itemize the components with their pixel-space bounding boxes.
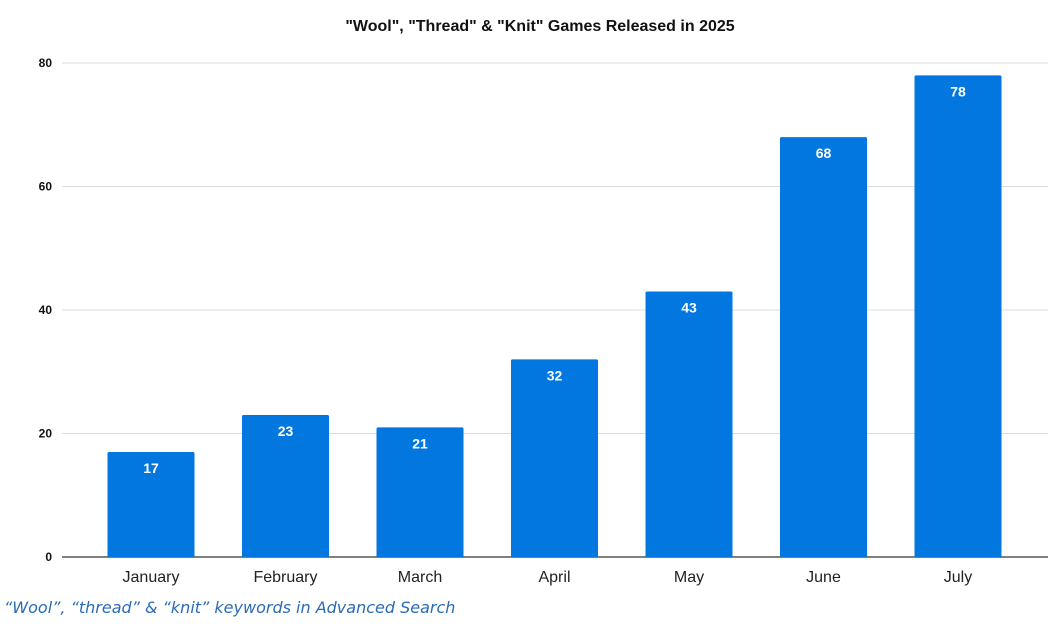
bar-value-label: 68	[816, 145, 832, 161]
chart-caption: “Wool”, “thread” & “knit” keywords in Ad…	[4, 598, 456, 617]
bar-value-label: 78	[950, 83, 966, 99]
x-tick-label: March	[398, 569, 442, 586]
y-tick-label: 40	[39, 303, 53, 317]
bar-value-label: 32	[547, 367, 563, 383]
bar-value-label: 17	[143, 460, 159, 476]
x-axis-ticks: January February March April May June July	[123, 569, 973, 586]
bar	[242, 414, 329, 557]
bar	[780, 137, 867, 557]
y-axis-ticks: 0 20 40 60 80	[39, 56, 53, 564]
y-tick-label: 20	[39, 427, 53, 441]
bar-value-label: 21	[412, 435, 428, 451]
chart-title: "Wool", "Thread" & "Knit" Games Released…	[345, 18, 734, 35]
bar-value-label: 43	[681, 299, 697, 315]
x-tick-label: January	[123, 569, 180, 586]
bar-chart: "Wool", "Thread" & "Knit" Games Released…	[39, 18, 1048, 586]
x-tick-label: June	[806, 569, 841, 586]
y-tick-label: 60	[39, 180, 53, 194]
data-labels: 17 23 21 32 43 68 78	[143, 83, 966, 476]
bars	[107, 75, 1002, 557]
bar	[376, 427, 464, 557]
x-tick-label: July	[944, 569, 972, 586]
x-tick-label: April	[538, 569, 570, 586]
bar	[914, 75, 1002, 557]
y-tick-label: 0	[45, 550, 52, 564]
bar	[107, 452, 195, 557]
bar	[511, 359, 598, 557]
y-tick-label: 80	[39, 56, 53, 70]
x-tick-label: May	[674, 569, 704, 586]
bar	[645, 291, 733, 557]
x-tick-label: February	[253, 569, 317, 586]
bar-value-label: 23	[278, 423, 294, 439]
